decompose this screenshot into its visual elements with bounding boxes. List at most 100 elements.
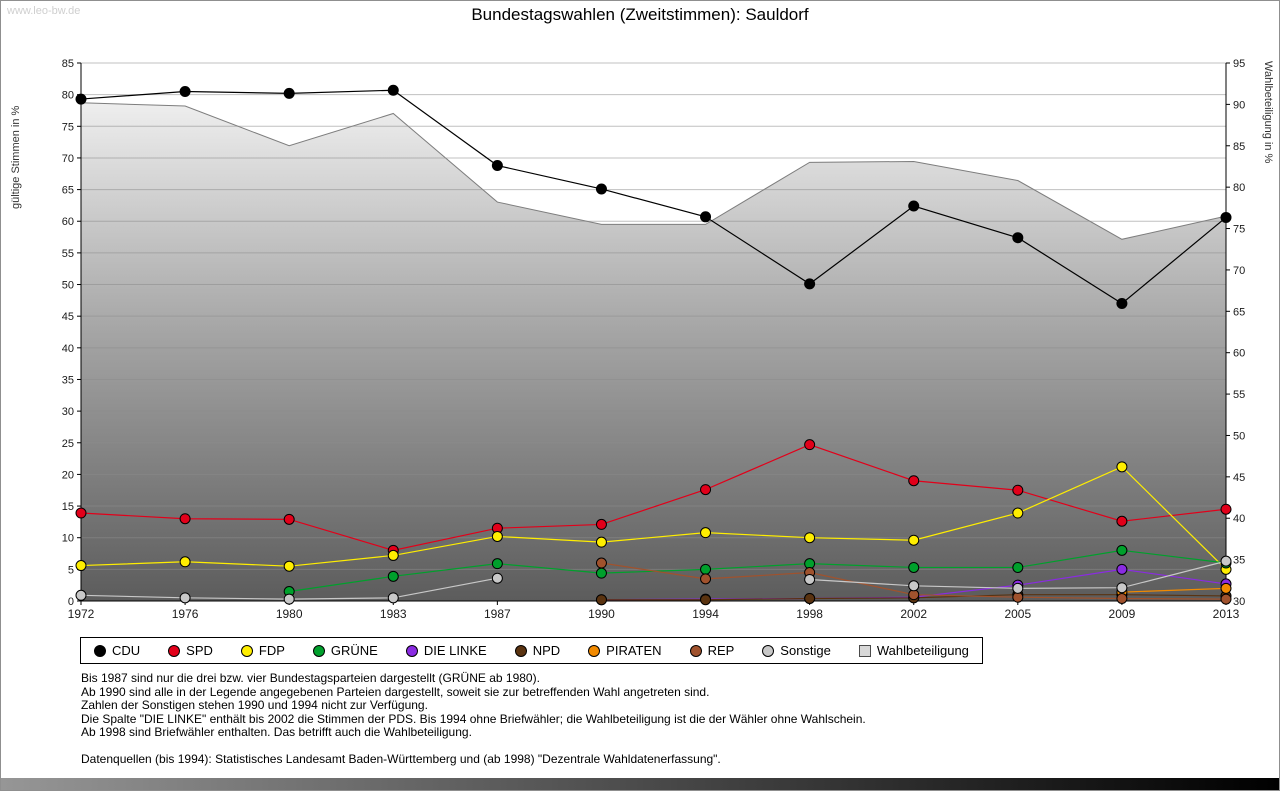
x-tick-label: 1983 <box>380 607 407 621</box>
data-point-fdp-1983 <box>387 549 399 561</box>
legend-marker-die-linke-icon <box>405 644 418 657</box>
left-tick-label: 65 <box>62 185 74 197</box>
data-point-gruene-2002 <box>908 561 920 573</box>
data-point-sonstige-1983 <box>387 592 399 604</box>
left-tick-label: 70 <box>62 153 74 165</box>
right-axis-label: Wahlbeteiligung in % <box>1262 61 1274 164</box>
data-point-fdp-1994 <box>700 527 712 539</box>
x-tick-label: 2013 <box>1213 607 1240 621</box>
right-tick-label: 85 <box>1233 141 1245 153</box>
legend-marker-fdp-icon <box>240 644 253 657</box>
right-tick-label: 75 <box>1233 224 1245 236</box>
legend-label: PIRATEN <box>606 643 662 658</box>
chart-title: Bundestagswahlen (Zweitstimmen): Sauldor… <box>471 5 809 24</box>
data-point-sonstige-2009 <box>1116 582 1128 594</box>
data-point-gruene-2005 <box>1012 561 1024 573</box>
x-tick-label: 1994 <box>692 607 719 621</box>
data-point-spd-2013 <box>1220 503 1232 515</box>
data-point-rep-1990 <box>595 557 607 569</box>
left-tick-label: 10 <box>62 533 74 545</box>
left-tick-label: 15 <box>62 501 74 513</box>
data-point-fdp-1990 <box>595 536 607 548</box>
footnotes: Bis 1987 sind nur die drei bzw. vier Bun… <box>81 671 866 767</box>
legend-item-cdu: CDU <box>94 643 140 658</box>
data-point-sonstige-1980 <box>283 593 295 605</box>
legend-label: REP <box>707 643 735 658</box>
data-point-rep-2009 <box>1116 592 1128 604</box>
data-point-fdp-2005 <box>1012 507 1024 519</box>
data-point-npd-1998 <box>804 592 816 604</box>
legend-item-sonstige: Sonstige <box>762 643 831 658</box>
x-tick-label: 1972 <box>68 607 95 621</box>
legend-label: Wahlbeteiligung <box>876 643 969 658</box>
left-tick-label: 30 <box>62 406 74 418</box>
data-point-gruene-1990 <box>595 567 607 579</box>
legend-item-rep: REP <box>689 643 735 658</box>
legend-item-die-linke: DIE LINKE <box>405 643 487 658</box>
data-point-sonstige-1972 <box>75 589 87 601</box>
data-point-piraten-2013 <box>1220 582 1232 594</box>
data-point-spd-2002 <box>908 475 920 487</box>
data-point-fdp-1980 <box>283 560 295 572</box>
right-tick-label: 80 <box>1233 182 1245 194</box>
data-point-spd-2009 <box>1116 515 1128 527</box>
right-tick-label: 55 <box>1233 389 1245 401</box>
legend-marker-sonstige-icon <box>762 644 775 657</box>
data-point-fdp-1976 <box>179 556 191 568</box>
data-point-sonstige-2005 <box>1012 582 1024 594</box>
legend-item-npd: NPD <box>514 643 561 658</box>
data-point-cdu-1994 <box>700 211 712 223</box>
left-tick-label: 5 <box>68 564 74 576</box>
left-tick-label: 60 <box>62 216 74 228</box>
data-point-cdu-2009 <box>1116 298 1128 310</box>
data-point-sonstige-2013 <box>1220 555 1232 567</box>
data-point-cdu-1976 <box>179 85 191 97</box>
data-point-rep-1994 <box>700 573 712 585</box>
data-point-cdu-1983 <box>387 84 399 96</box>
left-tick-label: 50 <box>62 280 74 292</box>
legend-label: DIE LINKE <box>423 643 487 658</box>
data-point-cdu-2005 <box>1012 232 1024 244</box>
data-point-sonstige-1987 <box>491 572 503 584</box>
data-point-spd-1980 <box>283 513 295 525</box>
wahlbeteiligung-line <box>80 102 1227 240</box>
data-point-gruene-1994 <box>700 563 712 575</box>
left-tick-label: 85 <box>62 58 74 70</box>
data-point-fdp-2002 <box>908 534 920 546</box>
right-tick-label: 30 <box>1233 596 1245 608</box>
x-tick-label: 2005 <box>1004 607 1031 621</box>
legend-label: SPD <box>186 643 213 658</box>
watermark: www.leo-bw.de <box>7 5 81 17</box>
legend-label: Sonstige <box>780 643 831 658</box>
legend-label: CDU <box>112 643 141 658</box>
legend-marker-piraten-icon <box>588 644 601 657</box>
legend-marker-cdu-icon <box>94 644 106 657</box>
series-line-gruene <box>289 549 1227 593</box>
left-tick-label: 0 <box>68 596 74 608</box>
data-point-spd-1998 <box>804 439 816 451</box>
right-tick-label: 60 <box>1233 348 1245 360</box>
data-point-cdu-1990 <box>595 183 607 195</box>
footnote-spacer <box>81 740 866 754</box>
data-point-rep-2013 <box>1220 593 1232 605</box>
right-tick-label: 90 <box>1233 99 1245 111</box>
series-line-cdu <box>80 89 1227 305</box>
data-point-sonstige-1998 <box>804 573 816 585</box>
right-tick-label: 40 <box>1233 513 1245 525</box>
x-tick-label: 1980 <box>276 607 303 621</box>
right-tick-label: 95 <box>1233 58 1245 70</box>
data-point-gruene-1987 <box>491 558 503 570</box>
x-tick-label: 1990 <box>588 607 615 621</box>
legend-item-spd: SPD <box>168 643 213 658</box>
series-line-piraten <box>1121 587 1227 593</box>
series-line-spd <box>80 444 1227 551</box>
x-tick-label: 1976 <box>172 607 199 621</box>
left-tick-label: 40 <box>62 343 74 355</box>
data-point-gruene-2009 <box>1116 544 1128 556</box>
left-tick-label: 80 <box>62 90 74 102</box>
legend-marker-spd-icon <box>168 644 181 657</box>
legend-marker-wahlbeteiligung-icon <box>858 644 871 657</box>
data-point-fdp-1972 <box>75 560 87 572</box>
legend-label: NPD <box>532 643 561 658</box>
